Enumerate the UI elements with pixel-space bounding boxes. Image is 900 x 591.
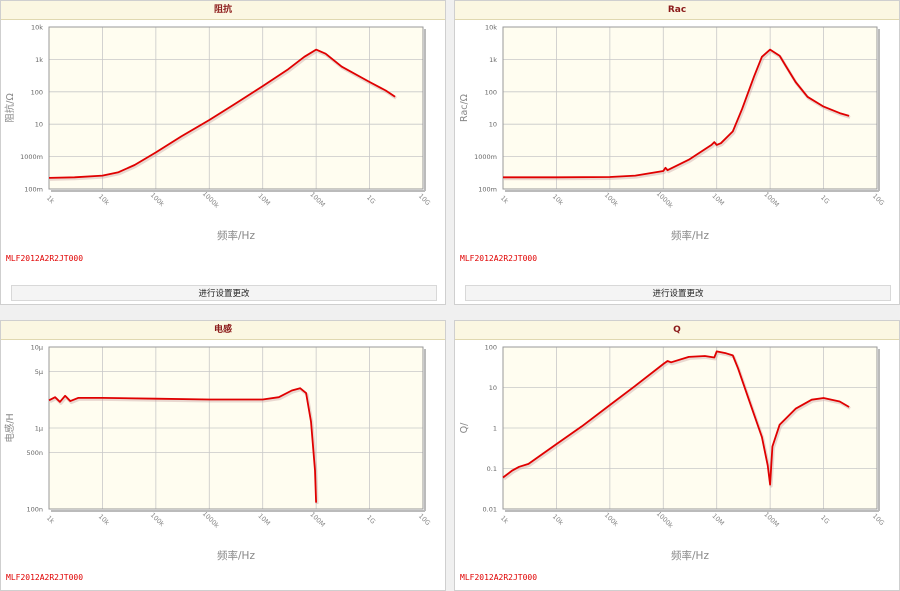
y-tick-label: 0.01	[483, 506, 497, 514]
rac-chart: 1k 10k 100k 1000k 10M 100M 1G 10G 100m 1000m 10 100…	[455, 19, 899, 247]
y-tick-label: 1	[493, 425, 497, 433]
y-tick-label: 0.1	[487, 465, 497, 473]
y-tick-label: 1000m	[474, 153, 497, 161]
x-tick-label: 10G	[417, 512, 432, 527]
x-tick-label: 1G	[365, 194, 377, 206]
x-tick-label: 10k	[97, 192, 111, 206]
x-tick-label: 1000k	[201, 510, 221, 530]
plot-frame	[48, 346, 424, 510]
plot-frame	[48, 26, 424, 190]
y-axis-label: 阻抗/Ω	[4, 93, 16, 122]
x-tick-label: 1k	[45, 194, 56, 205]
x-axis-label: 频率/Hz	[217, 229, 255, 242]
x-tick-label: 10M	[710, 192, 725, 207]
x-tick-label: 100k	[149, 191, 166, 208]
y-tick-label: 5μ	[35, 368, 43, 376]
x-axis-label: 频率/Hz	[671, 229, 709, 242]
y-tick-label: 10	[489, 121, 497, 129]
y-tick-label: 1000m	[20, 153, 43, 161]
x-tick-label: 100k	[149, 511, 166, 528]
change-settings-button[interactable]: 进行设置更改	[465, 285, 891, 301]
y-tick-label: 1k	[489, 56, 497, 64]
q-panel: Q 1k 10k 100k 1000k 10M 100M 1G 10G 0.01 0.1 1 10 10…	[454, 320, 900, 591]
plot-area	[49, 27, 423, 189]
q-chart: 1k 10k 100k 1000k 10M 100M 1G 10G 0.01 0.1 1 10 100 频…	[455, 339, 899, 567]
x-tick-label: 1000k	[655, 190, 675, 210]
chart-svg: 1k 10k 100k 1000k 10M 100M 1G 10G 100n 500n 1μ 5μ 10…	[4, 344, 432, 563]
y-tick-label: 10k	[485, 24, 497, 32]
y-tick-label: 100	[485, 344, 497, 352]
part-number: MLF2012A2R2JT000	[460, 254, 538, 263]
x-tick-label: 1000k	[655, 510, 675, 530]
part-number: MLF2012A2R2JT000	[6, 573, 84, 582]
x-tick-label: 1G	[365, 514, 377, 526]
x-tick-label: 100M	[308, 510, 326, 528]
y-axis-label: 电感/H	[4, 413, 16, 442]
rac-panel: Rac 1k 10k 100k 1000k 10M 100M 1G 10G 100m 1000m 1…	[454, 0, 900, 305]
y-tick-label: 10k	[31, 24, 43, 32]
x-tick-label: 10G	[417, 192, 432, 207]
panel-title: Rac	[455, 1, 899, 20]
x-tick-label: 10M	[710, 512, 725, 527]
x-axis-label: 频率/Hz	[217, 549, 255, 562]
y-tick-label: 1k	[35, 56, 43, 64]
series-line	[48, 48, 396, 179]
y-tick-label: 10	[489, 384, 497, 392]
y-tick-label: 100	[31, 88, 43, 96]
inductance-chart: 1k 10k 100k 1000k 10M 100M 1G 10G 100n 500n 1μ 5μ 10…	[1, 339, 445, 567]
x-tick-label: 10k	[551, 192, 565, 206]
plot-area	[503, 27, 877, 189]
panel-title: 电感	[1, 321, 445, 340]
plot-frame	[502, 346, 878, 510]
change-settings-button[interactable]: 进行设置更改	[11, 285, 437, 301]
series-shadow	[503, 351, 851, 488]
part-number: MLF2012A2R2JT000	[460, 573, 538, 582]
x-tick-label: 100M	[762, 510, 780, 528]
x-tick-label: 100M	[308, 190, 326, 208]
x-axis-label: 频率/Hz	[671, 549, 709, 562]
y-tick-label: 1μ	[35, 425, 43, 433]
part-number: MLF2012A2R2JT000	[6, 254, 84, 263]
x-tick-label: 1k	[45, 514, 56, 525]
series-line	[503, 48, 850, 179]
impedance-panel: 阻抗 1k 10k 100k 1000k 10M 100M 1G 10G 100m 1000m 10…	[0, 0, 446, 305]
y-tick-label: 100m	[24, 186, 43, 194]
y-axis-label: Rac/Ω	[459, 94, 470, 122]
x-tick-label: 1G	[819, 514, 831, 526]
chart-svg: 1k 10k 100k 1000k 10M 100M 1G 10G 100m 1000m 10 100…	[459, 24, 886, 243]
x-tick-label: 1k	[499, 194, 510, 205]
x-tick-label: 10k	[551, 512, 565, 526]
x-tick-label: 10M	[256, 512, 271, 527]
x-tick-label: 1k	[499, 514, 510, 525]
y-tick-label: 10μ	[31, 344, 43, 352]
x-tick-label: 1000k	[201, 190, 221, 210]
chart-svg: 1k 10k 100k 1000k 10M 100M 1G 10G 100m 1000m 10 100…	[4, 24, 432, 243]
y-tick-label: 100n	[26, 506, 43, 514]
x-tick-label: 10k	[97, 512, 111, 526]
y-tick-label: 100m	[478, 186, 497, 194]
impedance-chart: 1k 10k 100k 1000k 10M 100M 1G 10G 100m 1000m 10 100…	[1, 19, 445, 247]
y-tick-label: 10	[35, 121, 43, 129]
x-tick-label: 1G	[819, 194, 831, 206]
panel-title: 阻抗	[1, 1, 445, 20]
x-tick-label: 10G	[871, 512, 886, 527]
inductance-panel: 电感 1k 10k 100k 1000k 10M 100M 1G 10G 100n 500n 1μ 5…	[0, 320, 446, 591]
series-line	[502, 350, 850, 486]
y-axis-label: Q/	[459, 422, 470, 433]
panel-title: Q	[455, 321, 899, 340]
x-tick-label: 10G	[871, 192, 886, 207]
plot-frame	[502, 26, 878, 190]
y-tick-label: 500n	[26, 449, 43, 457]
x-tick-label: 100k	[603, 191, 620, 208]
y-tick-label: 100	[485, 88, 497, 96]
x-tick-label: 100M	[762, 190, 780, 208]
chart-svg: 1k 10k 100k 1000k 10M 100M 1G 10G 0.01 0.1 1 10 100 频…	[459, 344, 886, 563]
x-tick-label: 100k	[603, 511, 620, 528]
series-line	[48, 387, 317, 503]
x-tick-label: 10M	[256, 192, 271, 207]
